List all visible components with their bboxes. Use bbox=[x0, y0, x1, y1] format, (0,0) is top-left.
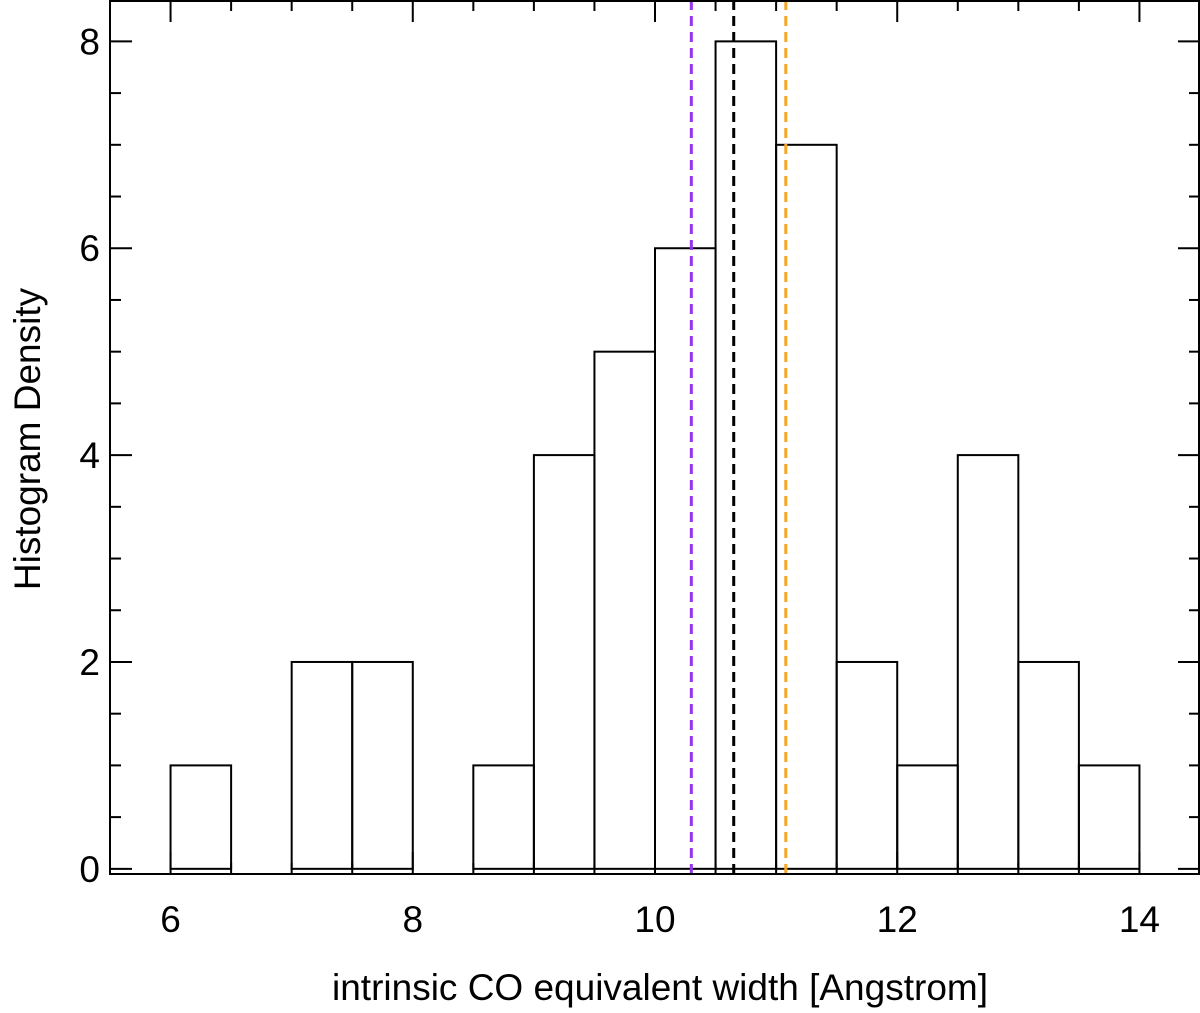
x-tick-label: 8 bbox=[402, 899, 423, 940]
histogram-bar-2 bbox=[290, 660, 354, 870]
y-tick-label: 8 bbox=[79, 21, 100, 62]
y-tick-label: 6 bbox=[79, 228, 100, 269]
x-tick-labels: 6 8 10 12 14 bbox=[160, 899, 1160, 940]
histogram-bars bbox=[169, 40, 1141, 870]
histogram-bar-6 bbox=[532, 454, 596, 870]
histogram-bar-3 bbox=[351, 660, 414, 870]
histogram-bar-13 bbox=[956, 454, 1020, 870]
histogram-bar-0 bbox=[169, 764, 233, 870]
x-tick-label: 14 bbox=[1119, 899, 1160, 940]
y-tick-label: 4 bbox=[79, 435, 100, 476]
y-tick-label: 2 bbox=[79, 642, 100, 683]
x-tick-label: 12 bbox=[877, 899, 918, 940]
x-tick-label: 6 bbox=[160, 899, 181, 940]
reference-lines bbox=[689, 0, 788, 874]
x-axis-title: intrinsic CO equivalent width [Angstrom] bbox=[332, 967, 988, 1008]
x-tick-label: 10 bbox=[634, 899, 675, 940]
histogram-bar-7 bbox=[593, 350, 657, 870]
histogram-bar-10 bbox=[775, 143, 838, 870]
y-tick-label: 0 bbox=[79, 849, 100, 890]
histogram-bar-11 bbox=[835, 660, 899, 870]
histogram-bar-8 bbox=[654, 247, 717, 870]
histogram-bar-15 bbox=[1077, 764, 1141, 870]
y-tick-labels: 0 2 4 6 8 bbox=[79, 21, 100, 889]
histogram-bar-5 bbox=[472, 764, 535, 870]
y-axis-title: Histogram Density bbox=[7, 287, 48, 590]
histogram-bar-12 bbox=[896, 764, 959, 870]
histogram-bar-9 bbox=[714, 40, 778, 870]
plot-frame bbox=[109, 0, 1200, 875]
histogram-bar-14 bbox=[1017, 660, 1080, 870]
